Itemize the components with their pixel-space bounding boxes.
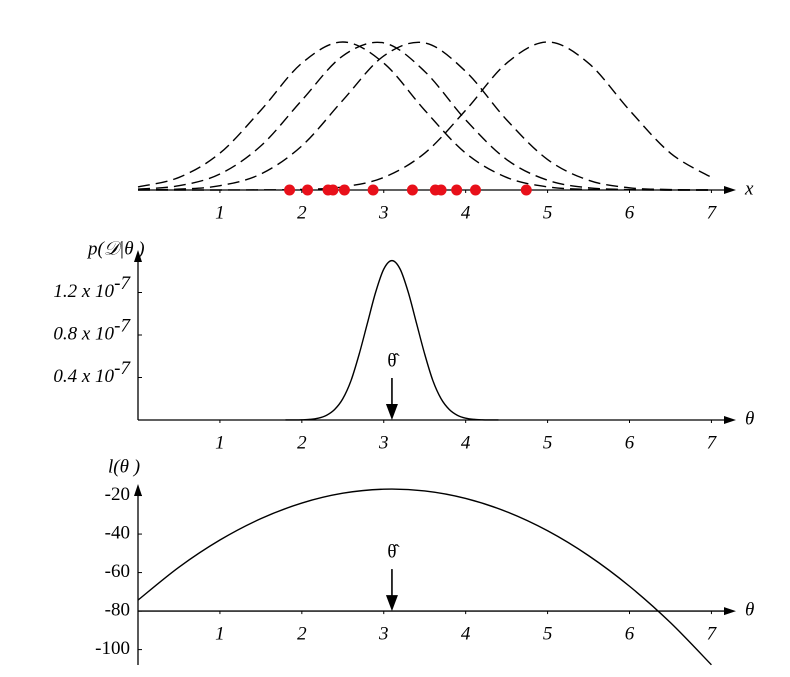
data-point — [520, 184, 532, 196]
y-tick-label: 0.8 x 10 — [53, 323, 114, 344]
x-axis-label: θ — [745, 408, 754, 429]
data-point — [406, 184, 418, 196]
x-tick-label: 6 — [625, 432, 635, 453]
x-tick-label: 2 — [297, 432, 307, 453]
x-tick-label: 2 — [297, 202, 307, 223]
data-point — [284, 184, 296, 196]
y-axis-label: l(θ ) — [108, 456, 140, 477]
x-tick-label: 4 — [461, 432, 471, 453]
curve — [137, 488, 712, 666]
y-tick-label: 1.2 x 10 — [53, 281, 114, 302]
x-tick-label: 6 — [625, 202, 635, 223]
x-axis-arrow — [724, 186, 736, 194]
x-tick-label: 5 — [543, 202, 553, 223]
x-tick-label: 3 — [378, 432, 389, 453]
y-axis-arrow — [134, 250, 142, 262]
x-tick-label: 4 — [461, 623, 471, 644]
y-tick-label: -100 — [95, 638, 130, 659]
data-point — [435, 184, 447, 196]
x-tick-label: 4 — [461, 202, 471, 223]
curve — [137, 41, 712, 191]
curve — [285, 259, 499, 421]
data-point — [470, 184, 482, 196]
annotation-arrow-head — [385, 595, 398, 612]
x-tick-label: 5 — [543, 623, 553, 644]
y-axis-arrow — [134, 484, 142, 496]
x-tick-label: 1 — [215, 623, 225, 644]
annotation-arrow-head — [385, 404, 398, 420]
curve — [137, 41, 712, 191]
curve — [137, 41, 712, 191]
curve — [137, 41, 712, 191]
data-point — [327, 184, 339, 196]
x-axis-arrow — [724, 607, 736, 616]
x-tick-label: 7 — [707, 623, 718, 644]
data-point — [451, 184, 463, 196]
data-point — [302, 184, 314, 196]
x-tick-label: 1 — [215, 432, 225, 453]
x-tick-label: 5 — [543, 432, 553, 453]
y-tick-label: -40 — [105, 522, 130, 543]
y-tick-exponent: -7 — [114, 315, 131, 336]
y-tick-exponent: -7 — [114, 358, 131, 379]
x-tick-label: 7 — [707, 432, 718, 453]
x-axis-arrow — [724, 416, 736, 424]
x-tick-label: 3 — [378, 623, 389, 644]
x-tick-label: 2 — [297, 623, 307, 644]
annotation: θ̂ — [387, 541, 399, 562]
y-tick-exponent: -7 — [114, 273, 131, 294]
y-tick-label: -60 — [105, 561, 130, 582]
data-point — [367, 184, 379, 196]
y-tick-label: -20 — [105, 484, 130, 505]
y-tick-label: -80 — [105, 599, 130, 620]
y-tick-label: 0.4 x 10 — [53, 366, 114, 387]
x-tick-label: 7 — [707, 202, 718, 223]
x-tick-label: 3 — [378, 202, 389, 223]
y-axis-label: p(𝒟|θ ) — [86, 238, 145, 259]
x-axis-label: θ — [745, 599, 754, 620]
data-point — [338, 184, 350, 196]
annotation: θ̂ — [387, 350, 399, 371]
x-tick-label: 6 — [625, 623, 635, 644]
x-axis-label: x — [744, 178, 754, 199]
x-tick-label: 1 — [215, 202, 225, 223]
